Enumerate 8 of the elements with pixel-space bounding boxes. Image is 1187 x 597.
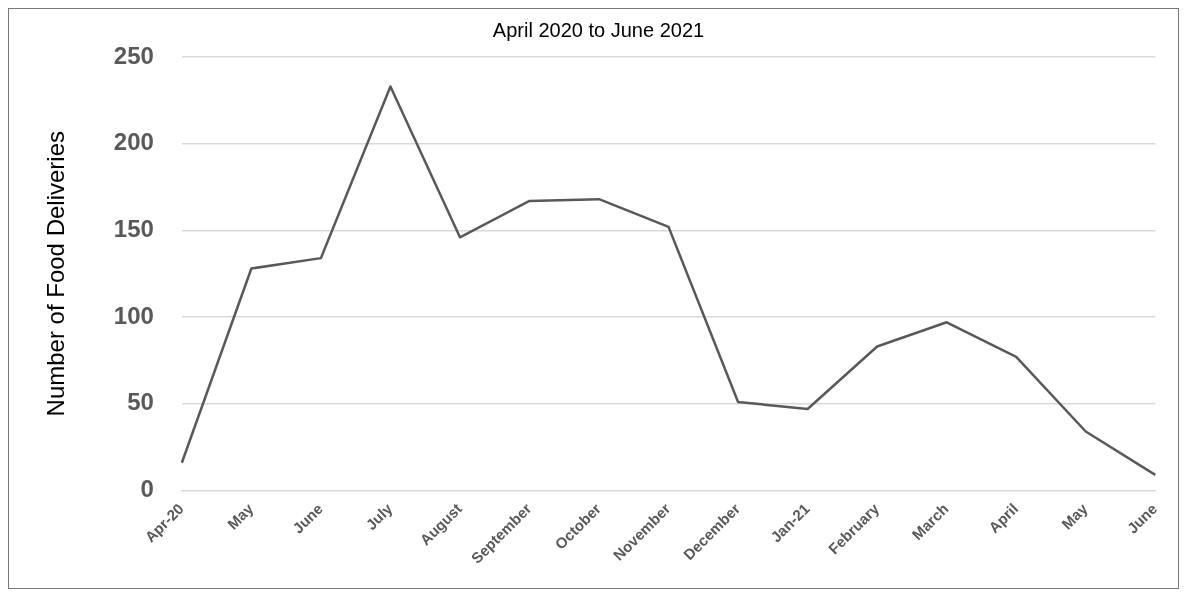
y-tick-label: 100 [113, 301, 154, 329]
y-axis-title: Number of Food Deliveries [42, 131, 70, 417]
y-tick-label: 150 [113, 215, 154, 243]
y-tick-label: 0 [140, 475, 154, 503]
y-tick-label: 250 [113, 41, 154, 69]
y-tick-label: 50 [127, 388, 154, 416]
chart-title: April 2020 to June 2021 [492, 18, 705, 41]
y-tick-label: 200 [113, 128, 154, 156]
